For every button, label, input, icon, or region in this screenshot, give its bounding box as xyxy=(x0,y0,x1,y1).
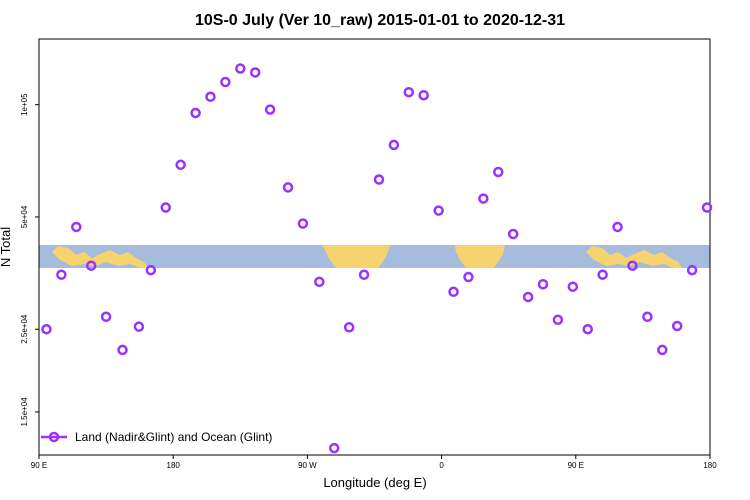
data-point xyxy=(627,260,638,271)
data-point xyxy=(582,323,593,335)
y-tick-label: 2.5e+04 xyxy=(20,314,29,344)
x-tick-label: 180 xyxy=(167,461,181,470)
y-tick-label: 1e+05 xyxy=(20,93,29,116)
land-maritime-continent-west xyxy=(52,246,148,268)
x-axis-label: Longitude (deg E) xyxy=(323,475,426,490)
data-point xyxy=(418,89,429,101)
data-point xyxy=(388,139,400,151)
x-axis: 90 E 180 90 W 0 90 E 180 xyxy=(31,455,717,470)
data-point xyxy=(433,205,444,216)
data-point xyxy=(493,166,504,178)
land-maritime-continent-east xyxy=(586,246,682,268)
plot-frame xyxy=(38,38,711,456)
data-point xyxy=(612,221,623,233)
data-point xyxy=(71,221,82,233)
data-point xyxy=(448,286,459,298)
data-point xyxy=(220,76,231,88)
data-point xyxy=(522,291,534,303)
data-point xyxy=(297,218,309,229)
data-point xyxy=(671,320,683,332)
data-point xyxy=(117,344,128,356)
data-point xyxy=(597,269,608,280)
x-tick-label: 0 xyxy=(439,461,444,470)
legend-label: Land (Nadir&Glint) and Ocean (Glint) xyxy=(75,430,272,444)
data-point xyxy=(145,264,157,276)
data-point xyxy=(552,314,564,326)
data-point xyxy=(567,281,579,292)
data-point xyxy=(478,193,489,204)
data-point xyxy=(264,104,276,115)
data-point xyxy=(642,311,653,323)
data-point xyxy=(190,107,201,119)
data-point xyxy=(85,260,97,271)
data-point xyxy=(100,311,112,323)
data-point xyxy=(701,202,713,213)
x-tick-label: 90 E xyxy=(568,461,584,470)
legend: Land (Nadir&Glint) and Ocean (Glint) xyxy=(41,430,272,444)
data-point xyxy=(358,269,370,280)
data-point xyxy=(175,159,186,171)
data-point xyxy=(235,63,246,74)
data-point xyxy=(282,182,294,193)
data-point xyxy=(249,67,261,78)
data-point xyxy=(463,271,474,283)
data-point xyxy=(343,322,355,333)
y-tick-label: 5e+04 xyxy=(20,205,29,228)
chart-title: 10S-0 July (Ver 10_raw) 2015-01-01 to 20… xyxy=(195,12,565,29)
data-point xyxy=(373,174,385,185)
data-point xyxy=(56,269,67,280)
land-africa xyxy=(455,245,505,268)
data-point xyxy=(160,202,171,213)
data-point xyxy=(205,91,216,103)
land-south-america xyxy=(322,245,390,268)
x-tick-label: 90 W xyxy=(298,461,317,470)
x-tick-label: 180 xyxy=(703,461,717,470)
data-point xyxy=(403,86,415,98)
data-point xyxy=(686,264,698,276)
data-point xyxy=(507,228,519,240)
data-point xyxy=(657,344,668,356)
data-point xyxy=(133,321,145,332)
data-point xyxy=(314,276,325,288)
legend-marker xyxy=(48,431,60,443)
y-axis: 1.5e+04 2.5e+04 5e+04 1e+05 xyxy=(20,93,39,427)
data-point xyxy=(537,279,549,290)
y-axis-label: N Total xyxy=(0,227,13,267)
y-tick-label: 1.5e+04 xyxy=(20,397,29,427)
data-points xyxy=(41,63,713,454)
x-tick-label: 90 E xyxy=(31,461,47,470)
data-point xyxy=(41,323,52,335)
map-strip xyxy=(39,245,710,268)
data-point xyxy=(328,442,340,454)
